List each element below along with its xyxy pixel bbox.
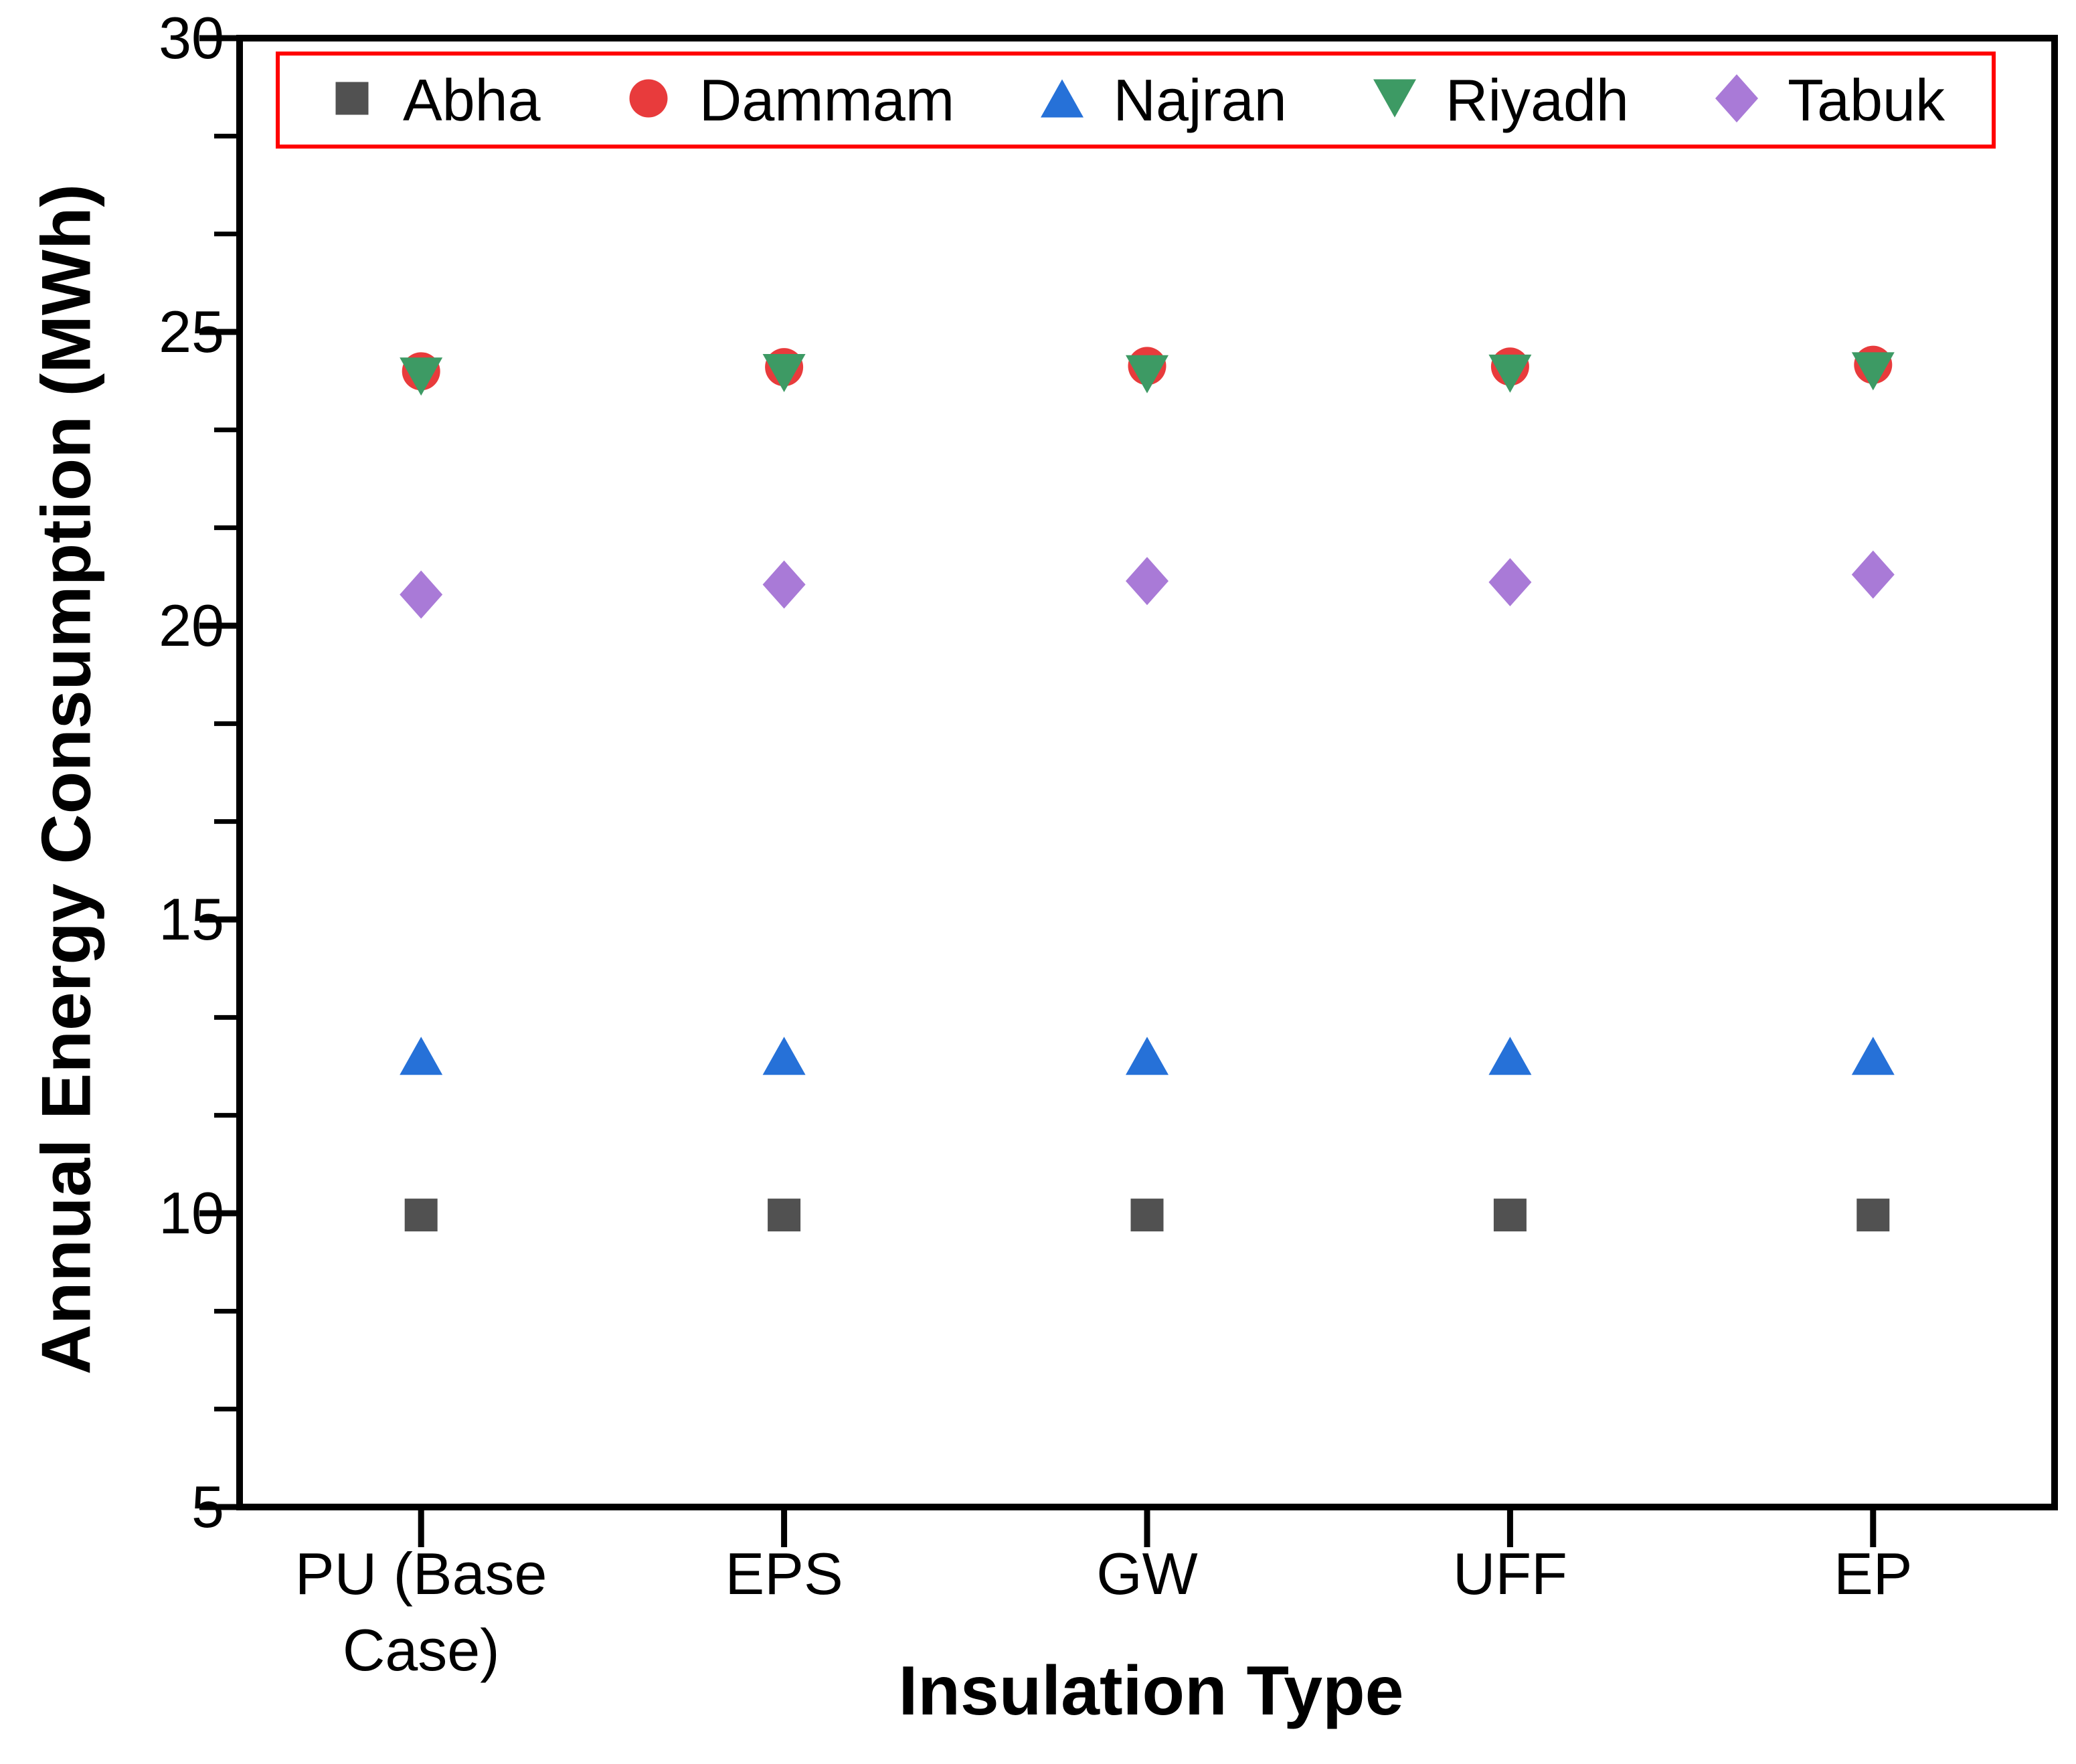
triangle-up-marker-icon — [1037, 73, 1088, 127]
legend-item-dammam: Dammam — [623, 67, 954, 134]
legend-label: Abha — [403, 66, 541, 133]
legend-label: Dammam — [699, 66, 955, 133]
legend-label: Tabuk — [1788, 66, 1945, 133]
square-marker-icon — [327, 73, 377, 127]
x-axis-tick-label: GW — [1096, 1540, 1198, 1607]
y-axis-tick-label: 10 — [159, 1180, 224, 1246]
y-axis-tick-label: 5 — [191, 1474, 224, 1540]
legend: Abha Dammam Najran Riyadh Tabuk — [276, 52, 1996, 149]
legend-label: Riyadh — [1445, 66, 1629, 133]
legend-label: Najran — [1113, 66, 1287, 133]
x-axis-tick-label: UFF — [1452, 1540, 1567, 1607]
triangle-down-marker-icon — [1369, 73, 1420, 127]
x-axis-title: Insulation Type — [898, 1652, 1404, 1730]
circle-marker-icon — [623, 73, 674, 127]
legend-item-tabuk: Tabuk — [1711, 67, 1945, 134]
y-axis-title: Annual Energy Consumption (MWh) — [27, 183, 106, 1375]
legend-item-abha: Abha — [327, 67, 541, 134]
diamond-marker-icon — [1711, 73, 1762, 127]
y-axis-tick-label: 20 — [159, 592, 224, 658]
legend-item-riyadh: Riyadh — [1369, 67, 1629, 134]
x-axis-tick-label: EP — [1834, 1540, 1913, 1607]
x-axis-tick-label: PU (Base Case) — [294, 1540, 547, 1683]
x-axis-tick-label: EPS — [725, 1540, 843, 1607]
y-axis-tick-label: 30 — [159, 5, 224, 71]
y-axis-tick-label: 25 — [159, 298, 224, 365]
y-axis-tick-label: 15 — [159, 886, 224, 952]
legend-item-najran: Najran — [1037, 66, 1287, 134]
